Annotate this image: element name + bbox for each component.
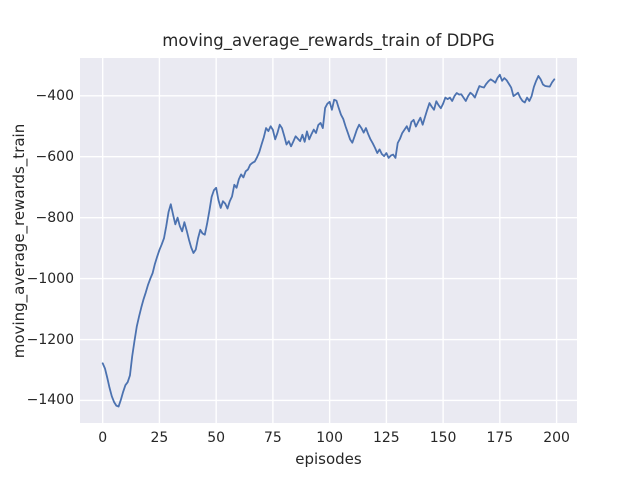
x-tick-label: 150	[429, 430, 457, 446]
x-tick-label: 0	[98, 430, 108, 446]
y-axis-label: moving_average_rewards_train	[10, 123, 29, 358]
line-chart-svg	[80, 58, 577, 423]
plot-area	[80, 58, 577, 423]
y-axis-label-container: moving_average_rewards_train	[4, 58, 34, 423]
x-tick-label: 100	[316, 430, 343, 446]
x-tick-label: 75	[263, 430, 282, 446]
y-tick-label: −1400	[26, 392, 74, 409]
chart-title: moving_average_rewards_train of DDPG	[162, 31, 495, 50]
x-tick-label: 200	[543, 430, 570, 446]
x-tick-label: 125	[372, 430, 400, 446]
x-tick-label: 175	[486, 430, 514, 446]
y-tick-label: −1000	[26, 270, 74, 287]
data-line-moving_average_rewards_train	[101, 73, 556, 408]
y-tick-label: −1200	[26, 331, 74, 348]
x-tick-label: 25	[150, 430, 169, 446]
y-tick-label: −400	[35, 87, 74, 104]
y-tick-label: −600	[35, 148, 74, 165]
y-tick-label: −800	[35, 209, 74, 226]
x-tick-label: 50	[207, 430, 226, 446]
x-axis-label: episodes	[295, 450, 362, 468]
